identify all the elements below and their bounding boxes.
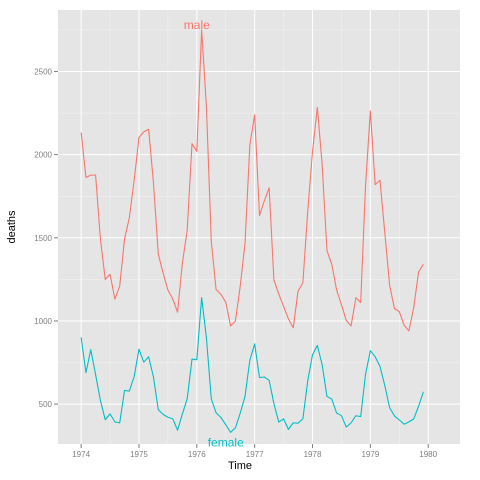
series-lines	[80, 29, 424, 433]
series-line-male	[80, 29, 424, 332]
series-label-male: male	[184, 18, 210, 32]
x-tick-label: 1979	[361, 450, 379, 459]
x-tick-label: 1976	[188, 450, 206, 459]
y-tick-label: 2000	[34, 151, 52, 160]
y-axis-title: deaths	[6, 210, 18, 244]
x-tick-label: 1978	[304, 450, 322, 459]
series-line-female	[80, 296, 424, 433]
series-label-female: female	[208, 435, 244, 449]
y-tick-label: 2500	[34, 68, 52, 77]
y-tick-label: 1000	[34, 317, 52, 326]
x-axis: 1974 1975 1976 1977 1978 1979 1980	[72, 444, 438, 459]
x-tick-label: 1974	[72, 450, 90, 459]
y-tick-label: 500	[39, 400, 53, 409]
y-tick-label: 1500	[34, 234, 52, 243]
x-axis-title: Time	[228, 460, 252, 472]
x-tick-label: 1980	[419, 450, 437, 459]
y-axis: 500 1000 1500 2000 2500	[34, 68, 58, 409]
x-tick-label: 1975	[130, 450, 148, 459]
series-labels: male female	[184, 18, 244, 449]
major-gridlines	[58, 10, 460, 444]
plot-panel	[58, 10, 460, 444]
x-tick-label: 1977	[246, 450, 264, 459]
